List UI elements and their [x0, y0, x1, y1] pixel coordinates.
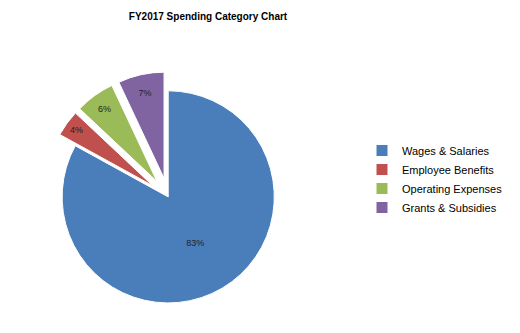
svg-text:Grants & Subsidies: Grants & Subsidies: [402, 202, 497, 214]
svg-text:83%: 83%: [186, 238, 204, 248]
svg-text:7%: 7%: [139, 88, 152, 98]
svg-text:Wages & Salaries: Wages & Salaries: [402, 145, 490, 157]
svg-text:6%: 6%: [98, 104, 111, 114]
svg-text:4%: 4%: [70, 125, 83, 135]
svg-text:FY2017 Spending Category Chart: FY2017 Spending Category Chart: [129, 11, 288, 22]
svg-text:Employee Benefits: Employee Benefits: [402, 164, 494, 176]
svg-text:Operating Expenses: Operating Expenses: [402, 183, 502, 195]
